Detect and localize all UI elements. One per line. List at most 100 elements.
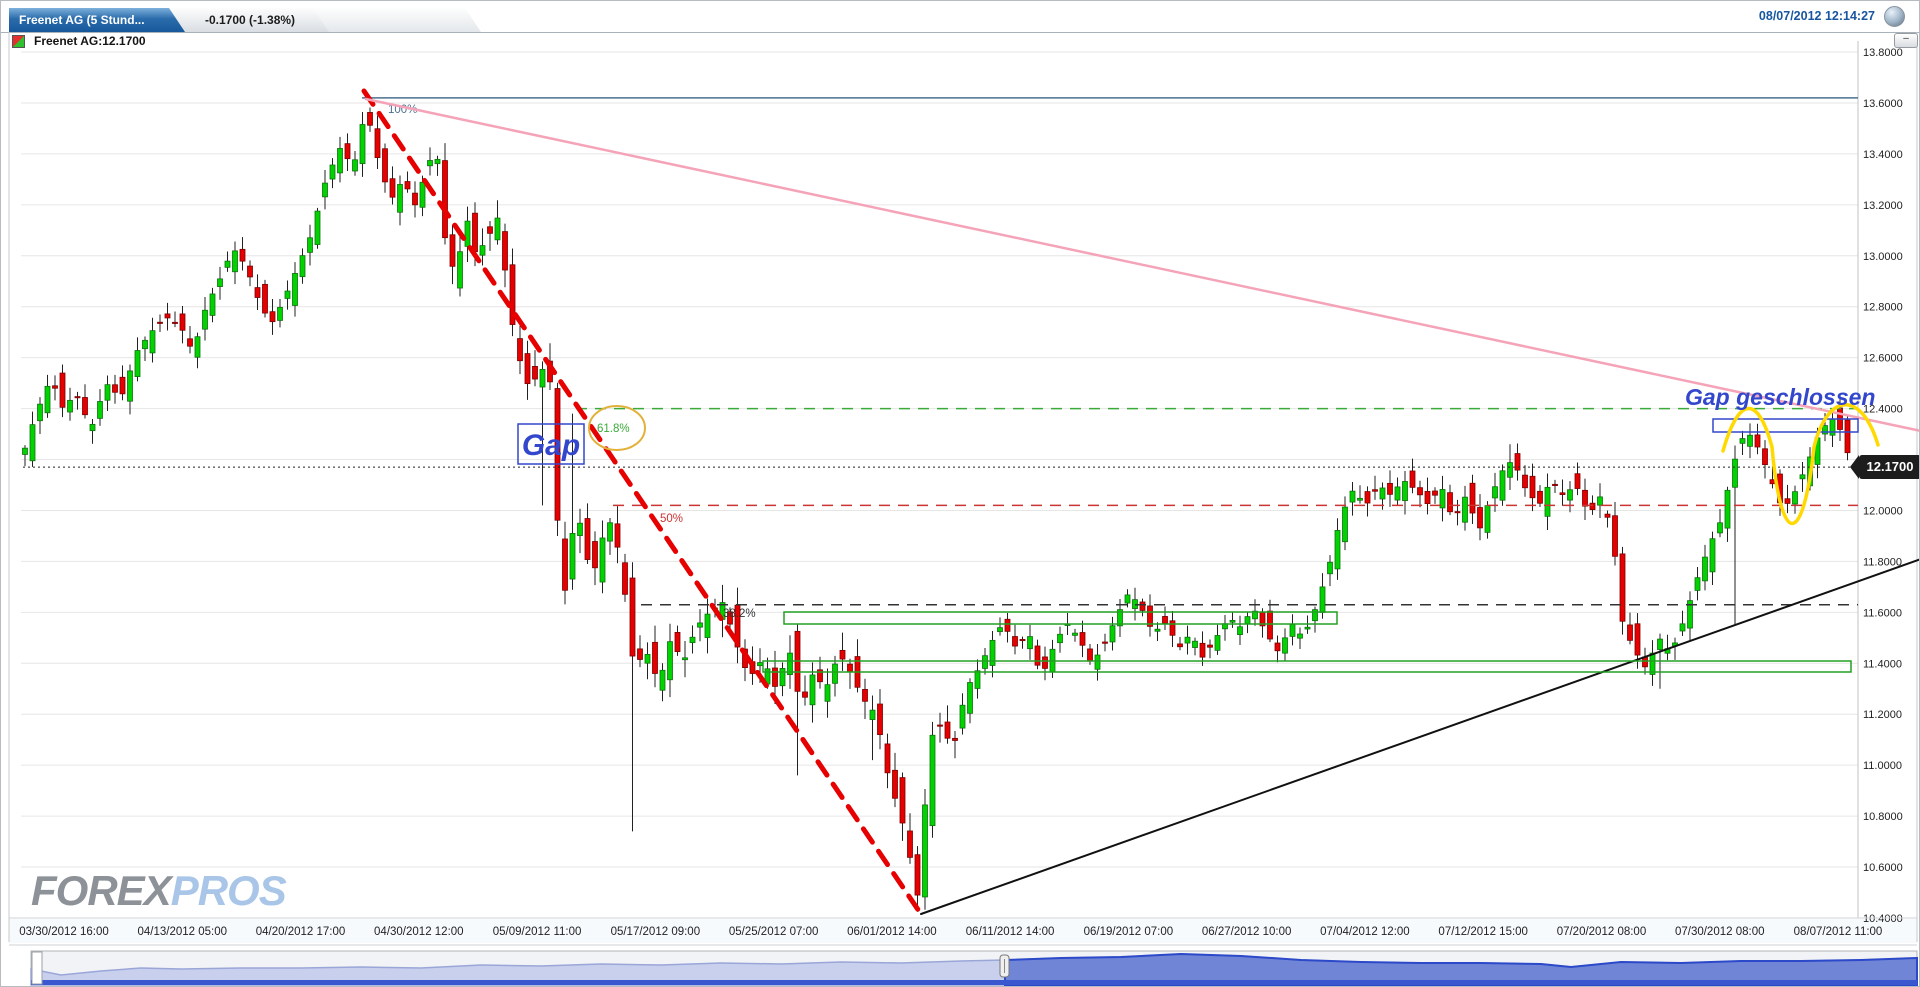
y-axis-label: 12.4000 — [1863, 404, 1903, 416]
candle-body — [1754, 434, 1761, 448]
candle-body — [1514, 453, 1521, 471]
candle-body — [577, 522, 583, 536]
candle-body — [1402, 481, 1408, 502]
candle-body — [862, 689, 868, 702]
candle-body — [1109, 625, 1116, 643]
series-legend: Freenet AG:12.1700 — [12, 34, 146, 48]
candle-body — [224, 260, 231, 268]
candle-body — [367, 112, 373, 126]
candle-body — [457, 251, 463, 289]
candle-body — [1304, 626, 1311, 630]
candle-body — [1409, 470, 1416, 488]
y-axis-label: 13.2000 — [1863, 200, 1903, 212]
candle-body — [307, 237, 313, 253]
candles-layer — [22, 107, 1851, 912]
candle-body — [974, 670, 981, 689]
candle-body — [644, 653, 651, 664]
y-axis-label: 10.4000 — [1863, 913, 1903, 925]
candle-body — [479, 245, 486, 256]
candle-body — [1357, 497, 1363, 501]
candle-body — [1334, 530, 1341, 570]
tab-symbol[interactable]: Freenet AG (5 Stund... — [9, 8, 185, 32]
trendline-steep-decline — [361, 88, 924, 917]
candle-body — [1589, 502, 1596, 511]
candle-body — [779, 667, 786, 687]
candle-body — [472, 212, 478, 253]
candle-body — [1177, 643, 1183, 648]
candle-body — [892, 769, 898, 799]
candle-body — [1087, 648, 1093, 662]
candle-body — [1312, 609, 1318, 622]
candle-body — [232, 250, 238, 273]
candle-body — [202, 309, 208, 330]
candle-body — [1072, 632, 1078, 636]
candle-body — [1244, 616, 1251, 624]
candle-body — [1267, 610, 1273, 640]
candle-body — [884, 743, 891, 774]
candle-body — [1844, 419, 1851, 454]
candle-body — [44, 385, 51, 414]
candle-body — [74, 396, 81, 399]
candle-body — [1544, 486, 1551, 517]
candle-body — [1469, 482, 1476, 514]
candle-body — [847, 663, 853, 673]
candle-body — [832, 663, 838, 684]
candle-body — [1724, 489, 1731, 529]
candle-body — [997, 627, 1003, 633]
candle-body — [382, 148, 388, 183]
candle-body — [1379, 487, 1386, 500]
navigator-left-handle[interactable] — [31, 951, 43, 985]
candle-body — [82, 397, 88, 416]
candle-body — [389, 178, 396, 198]
candle-body — [1297, 633, 1303, 639]
fib-label: 100% — [388, 104, 417, 116]
candle-body — [967, 682, 973, 714]
green-range-upper[interactable] — [783, 611, 1338, 625]
navigator-selected-range[interactable] — [1004, 952, 1918, 986]
range-navigator[interactable] — [1, 949, 1920, 987]
candle-body — [1499, 470, 1506, 501]
candle-body — [442, 160, 448, 239]
candle-body — [1694, 577, 1701, 591]
y-axis-label: 13.4000 — [1863, 149, 1903, 161]
green-range-lower[interactable] — [762, 660, 1852, 673]
candle-body — [1169, 620, 1176, 636]
series-legend-label: Freenet AG:12.1700 — [34, 34, 146, 48]
tab-change-value: -0.1700 (-1.38%) — [159, 8, 329, 32]
candle-body — [524, 353, 531, 385]
candle-body — [29, 424, 36, 462]
candle-body — [682, 657, 688, 661]
candle-body — [937, 724, 943, 727]
y-axis-label: 10.8000 — [1863, 811, 1903, 823]
candle-body — [1214, 635, 1221, 651]
candle-body — [59, 372, 66, 408]
candle-body — [1799, 474, 1806, 480]
fib-618-ellipse[interactable] — [588, 405, 646, 451]
candle-body — [637, 648, 643, 660]
candle-body — [1154, 628, 1161, 632]
y-axis-label: 10.6000 — [1863, 862, 1903, 874]
gap-closed-box[interactable] — [1712, 418, 1859, 433]
status-sphere-icon[interactable] — [1884, 6, 1905, 27]
y-axis-label: 11.8000 — [1863, 556, 1902, 568]
candle-body — [112, 384, 118, 393]
x-axis-label: 05/25/2012 07:00 — [729, 926, 819, 938]
gap-box[interactable] — [517, 423, 585, 465]
time-axis-row — [9, 919, 1917, 943]
cycle-wave-annotation[interactable] — [1721, 403, 1880, 526]
candlestick-series-icon — [12, 34, 25, 48]
candle-body — [329, 164, 336, 180]
candle-body — [104, 384, 111, 401]
candle-body — [1319, 586, 1326, 613]
candle-body — [907, 830, 913, 858]
axis-collapse-button[interactable]: – — [1894, 33, 1918, 48]
y-axis-label: 12.0000 — [1863, 505, 1903, 517]
candle-body — [1552, 483, 1558, 486]
candle-body — [929, 734, 936, 827]
candle-body — [1612, 515, 1618, 557]
candlestick-chart-canvas[interactable]: 13.8000 13.6000 13.4000 13.2000 13.0000 12.80… — [1, 1, 1920, 949]
candle-body — [674, 632, 681, 653]
x-axis-label: 07/20/2012 08:00 — [1557, 926, 1647, 938]
candle-body — [689, 636, 696, 644]
candle-body — [622, 562, 628, 595]
